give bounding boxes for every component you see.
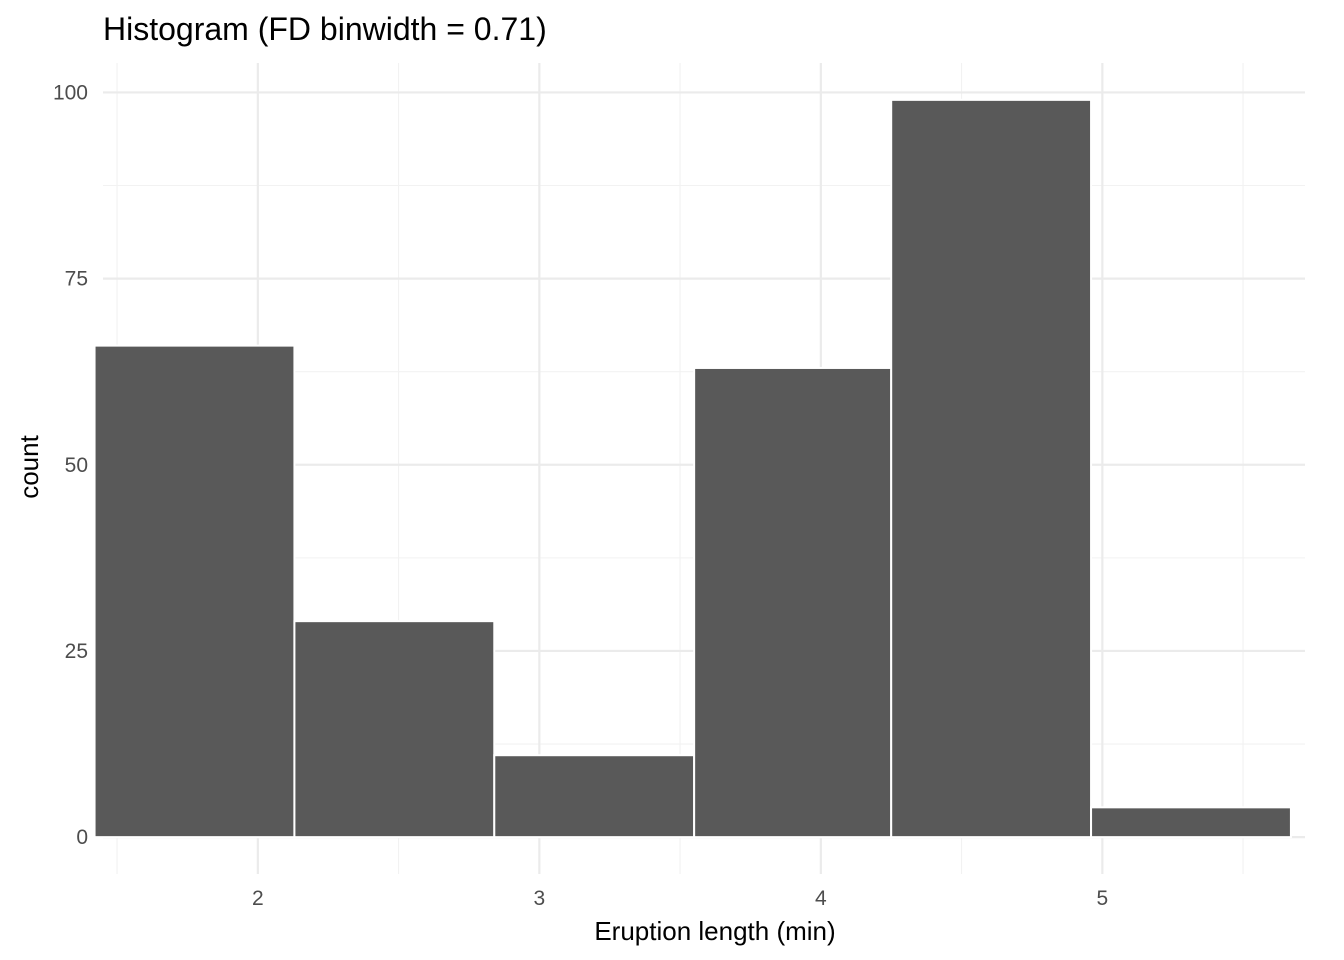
- histogram-bar: [693, 366, 893, 839]
- x-tick-label: 3: [533, 887, 545, 910]
- x-tick-label: 2: [252, 887, 264, 910]
- y-axis-title: count: [14, 434, 44, 498]
- x-tick-label: 4: [815, 887, 827, 910]
- y-tick-label: 100: [53, 81, 88, 104]
- histogram-bar: [890, 98, 1093, 839]
- y-tick-label: 50: [65, 454, 88, 477]
- x-axis-tick-labels: 2 3 4 5: [252, 887, 1108, 910]
- histogram-bar: [1090, 806, 1292, 839]
- chart-title: Histogram (FD binwidth = 0.71): [103, 11, 547, 47]
- y-tick-label: 75: [65, 268, 88, 291]
- histogram-bar: [493, 754, 696, 839]
- histogram-bar: [293, 620, 496, 839]
- y-axis-tick-labels: 0 25 50 75 100: [53, 81, 88, 849]
- x-tick-label: 5: [1096, 887, 1108, 910]
- histogram-bar: [93, 344, 296, 839]
- y-tick-label: 0: [76, 826, 88, 849]
- histogram-bars: [93, 98, 1292, 839]
- x-axis-title: Eruption length (min): [594, 916, 835, 946]
- y-tick-label: 25: [65, 640, 88, 663]
